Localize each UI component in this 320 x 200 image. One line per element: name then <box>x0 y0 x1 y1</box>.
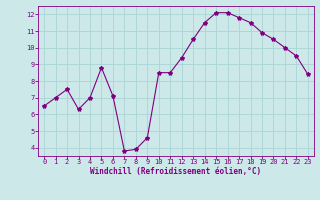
X-axis label: Windchill (Refroidissement éolien,°C): Windchill (Refroidissement éolien,°C) <box>91 167 261 176</box>
